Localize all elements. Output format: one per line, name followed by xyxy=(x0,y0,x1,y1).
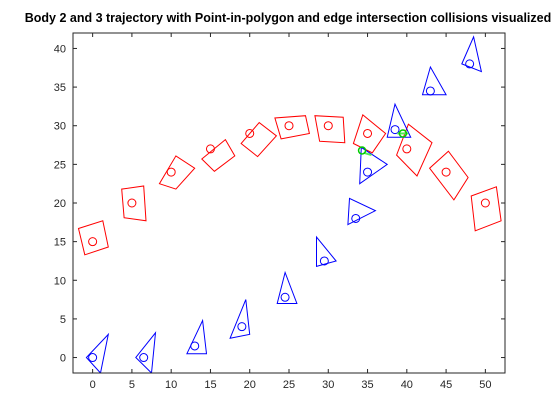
body2-polygon-7 xyxy=(352,114,387,154)
y-tick-label-3: 15 xyxy=(54,237,66,249)
body3-polygon-6 xyxy=(347,197,377,226)
body3-center-1 xyxy=(139,353,149,363)
x-tick-label-9: 45 xyxy=(440,379,452,391)
body3-center-0 xyxy=(88,353,98,363)
body3-polygon-9 xyxy=(421,65,447,96)
body3-center-5 xyxy=(319,256,329,266)
body2-polygon-1 xyxy=(121,185,147,222)
x-tick-label-10: 50 xyxy=(479,379,491,391)
y-tick-label-4: 20 xyxy=(54,198,66,210)
x-tick-label-1: 5 xyxy=(129,379,135,391)
y-tick-label-1: 5 xyxy=(60,314,66,326)
x-tick-label-5: 25 xyxy=(283,379,295,391)
body3-polygon-0 xyxy=(85,332,110,373)
body3-center-9 xyxy=(425,86,435,96)
x-tick-label-4: 20 xyxy=(244,379,256,391)
body3-polygon-1 xyxy=(135,331,157,373)
body2-polygon-8 xyxy=(396,123,433,177)
collision-point-1 xyxy=(398,129,408,138)
body2-polygon-6 xyxy=(314,115,346,144)
plot-area xyxy=(77,35,502,373)
body2-polygon-2 xyxy=(158,155,196,190)
body2-center-6 xyxy=(323,121,333,131)
body2-center-7 xyxy=(363,128,373,138)
body3-center-6 xyxy=(351,213,361,223)
body2-center-5 xyxy=(284,121,294,131)
y-tick-label-7: 35 xyxy=(54,82,66,94)
body3-center-3 xyxy=(237,322,247,332)
y-tick-label-0: 0 xyxy=(60,353,66,365)
body2-center-1 xyxy=(127,198,137,208)
body3-polygon-10 xyxy=(461,35,483,73)
body3-center-4 xyxy=(280,292,290,302)
body3-center-8 xyxy=(390,125,400,135)
body2-center-2 xyxy=(166,167,176,177)
body3-polygon-3 xyxy=(229,299,251,339)
x-tick-label-8: 40 xyxy=(401,379,413,391)
body2-center-3 xyxy=(205,144,215,154)
plot-axes: 0 5 10 15 20 25 30 35 40 45 50 0 5 10 15 20 25 30 35 40 xyxy=(54,32,506,391)
x-tick-label-2: 10 xyxy=(165,379,177,391)
body2-center-8 xyxy=(402,144,412,154)
body3-polygon-4 xyxy=(276,270,298,304)
body2-center-0 xyxy=(88,237,98,247)
body3-center-7 xyxy=(363,167,373,177)
body3-center-2 xyxy=(190,341,200,351)
body3-polygon-7 xyxy=(359,146,389,185)
plot-marks xyxy=(77,35,502,373)
body2-center-9 xyxy=(441,167,451,177)
chart-title: Body 2 and 3 trajectory with Point-in-po… xyxy=(25,11,551,25)
body2-polygon-4 xyxy=(240,121,278,158)
body2-polygon-0 xyxy=(77,220,109,256)
x-tick-label-7: 35 xyxy=(361,379,373,391)
x-tick-label-6: 30 xyxy=(322,379,334,391)
body3-polygon-5 xyxy=(316,235,337,268)
body2-center-10 xyxy=(480,198,490,208)
body3-center-10 xyxy=(465,59,475,69)
y-tick-label-5: 25 xyxy=(54,159,66,171)
y-tick-label-6: 30 xyxy=(54,121,66,133)
collision-point-0 xyxy=(357,146,367,155)
y-tick-label-2: 10 xyxy=(54,275,66,287)
body2-polygon-3 xyxy=(201,138,236,172)
x-tick-label-3: 15 xyxy=(204,379,216,391)
y-tick-label-8: 40 xyxy=(54,43,66,55)
body2-polygon-10 xyxy=(470,186,502,232)
body2-polygon-5 xyxy=(274,115,310,140)
body3-polygon-2 xyxy=(186,318,208,355)
body3-polygon-8 xyxy=(386,102,412,138)
x-tick-label-0: 0 xyxy=(90,379,96,391)
body2-center-4 xyxy=(245,128,255,138)
body2-polygon-9 xyxy=(428,150,469,201)
